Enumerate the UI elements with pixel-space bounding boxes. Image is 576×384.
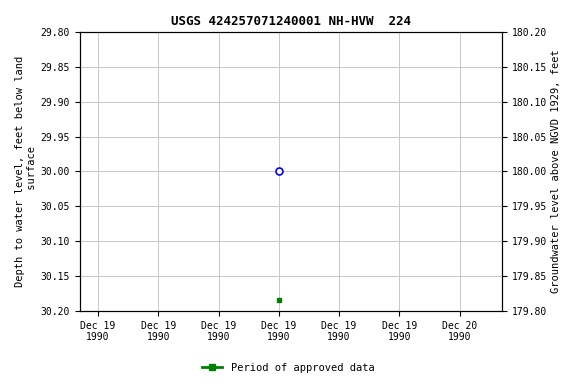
Y-axis label: Groundwater level above NGVD 1929, feet: Groundwater level above NGVD 1929, feet — [551, 50, 561, 293]
Title: USGS 424257071240001 NH-HVW  224: USGS 424257071240001 NH-HVW 224 — [171, 15, 411, 28]
Y-axis label: Depth to water level, feet below land
 surface: Depth to water level, feet below land su… — [15, 56, 37, 287]
Legend: Period of approved data: Period of approved data — [198, 359, 378, 377]
